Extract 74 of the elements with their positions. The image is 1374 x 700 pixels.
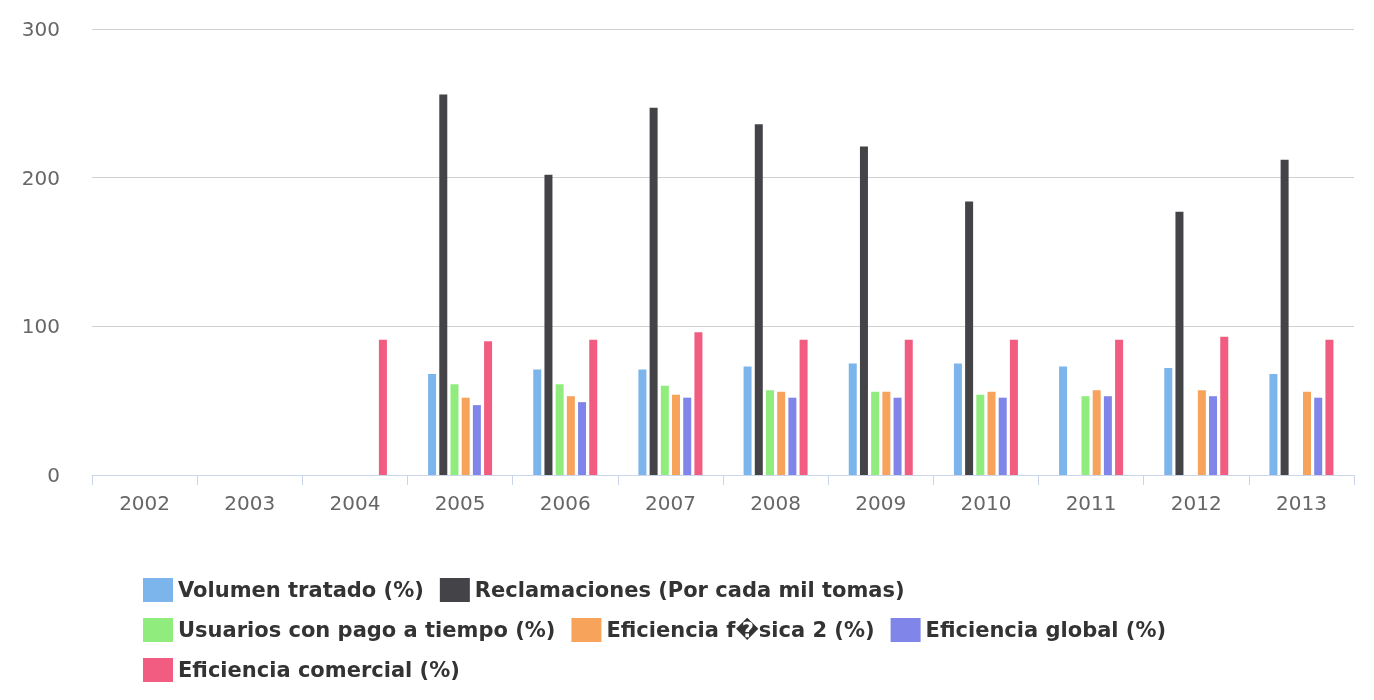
x-tick-label: 2003 [224,491,276,515]
x-tick-label: 2005 [434,491,486,515]
legend-label: Eficiencia global (%) [925,618,1167,642]
bar [1115,339,1124,475]
bar [904,339,913,475]
bar [472,405,481,475]
bar [799,339,808,475]
bar [533,369,542,475]
x-tick-label: 2008 [750,491,802,515]
bar [1280,159,1289,475]
bar [998,397,1007,475]
bar [743,366,752,475]
x-tick-label: 2013 [1275,491,1327,515]
bar [1325,339,1334,475]
x-tick-label: 2011 [1065,491,1117,515]
bar [578,402,587,475]
x-tick-label: 2007 [644,491,696,515]
bar [1197,390,1206,475]
bar [777,391,786,475]
legend-label: Eficiencia comercial (%) [178,658,460,682]
x-tick-label: 2002 [119,491,171,515]
bar [378,339,387,475]
bar [893,397,902,475]
bar [1175,211,1184,475]
bar [976,394,985,475]
bar [1269,373,1278,475]
y-tick-label: 100 [21,314,60,339]
bar [987,391,996,475]
legend-label: Eficiencia f�sica 2 (%) [606,617,875,642]
bar [1009,339,1018,475]
bar [638,369,647,475]
bar [859,146,868,475]
bar [649,107,658,475]
bar [683,397,692,475]
bar [566,396,575,475]
bar [1092,390,1101,475]
bar [953,363,962,475]
y-tick-label: 200 [21,165,60,190]
legend-label: Usuarios con pago a tiempo (%) [178,618,556,642]
bar [765,390,774,475]
y-tick-label: 0 [47,463,60,487]
bar [1103,396,1112,475]
bar [1220,336,1229,475]
bar [428,373,437,475]
bar [694,332,703,475]
bar [1081,396,1090,475]
bar [450,384,459,475]
x-tick-label: 2010 [960,491,1012,515]
x-tick-label: 2004 [329,491,381,515]
bar [589,339,598,475]
bar [1164,367,1173,475]
bar [965,201,974,475]
bar [882,391,891,475]
bar [1303,391,1312,475]
bar [461,397,470,475]
x-tick-label: 2009 [855,491,907,515]
bar [484,341,493,475]
bar [544,174,553,475]
x-tick-label: 2012 [1170,491,1222,515]
bar [788,397,797,475]
bar [754,124,763,475]
bar [660,385,669,475]
legend-label: Reclamaciones (Por cada mil tomas) [474,578,905,602]
bar [555,384,564,475]
bar [1209,396,1218,475]
bar [871,391,880,475]
bar [848,363,857,475]
bar [439,94,448,475]
legend-label: Volumen tratado (%) [178,578,424,602]
bar [672,394,681,475]
bar [1059,366,1068,475]
y-tick-label: 300 [21,17,60,41]
x-tick-label: 2006 [539,491,591,515]
bar [1314,397,1323,475]
